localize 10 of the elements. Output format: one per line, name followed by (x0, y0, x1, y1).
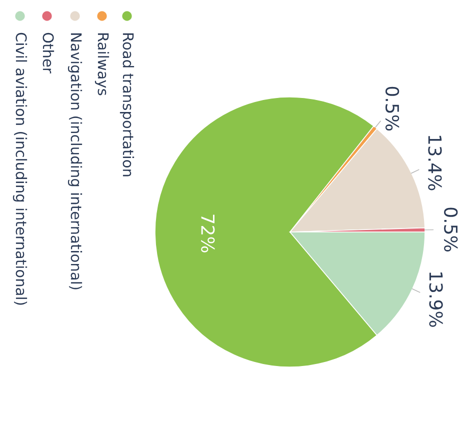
legend-label: Road transportation (120, 33, 134, 176)
legend-label: Other (42, 32, 54, 74)
data-label: 0.5% (444, 208, 458, 252)
legend-label: Railways (94, 33, 110, 96)
data-label: 72% (201, 214, 215, 252)
data-label: 13.4% (428, 136, 442, 190)
legend-label: Navigation (including international) (68, 33, 82, 290)
legend-label: Civil aviation (including international) (12, 32, 28, 305)
data-label: 0.5% (385, 86, 400, 131)
data-label: 13.9% (429, 272, 443, 327)
